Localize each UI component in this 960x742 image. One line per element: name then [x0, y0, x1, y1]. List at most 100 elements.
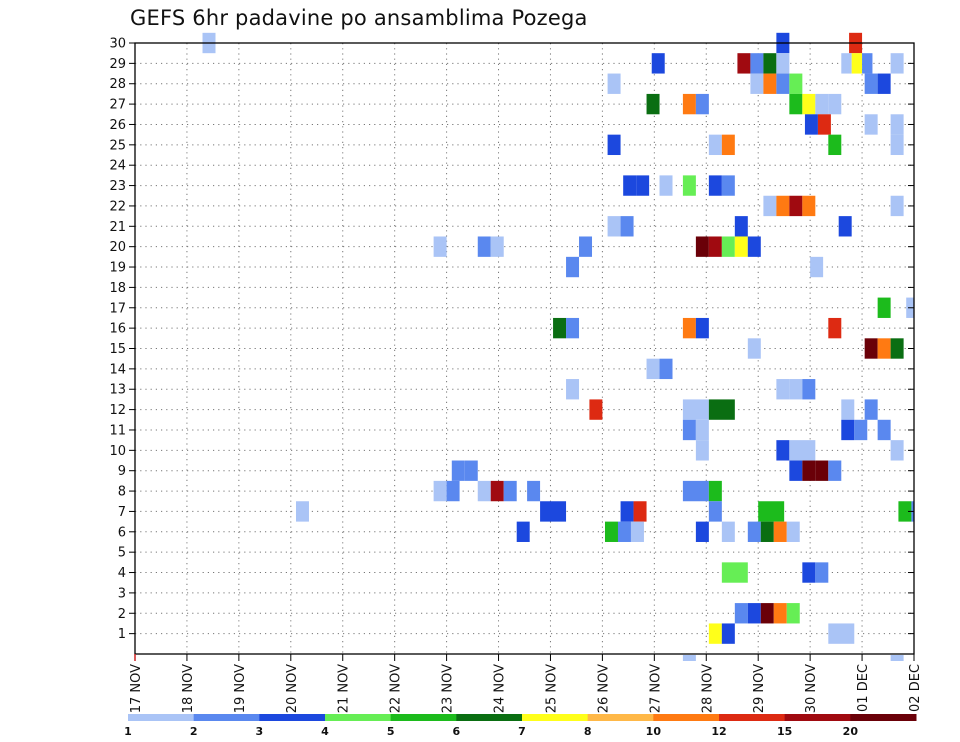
heatmap-cell [804, 114, 818, 135]
heatmap-cell [789, 379, 803, 400]
heatmap-cell [776, 379, 790, 400]
heatmap-cell [877, 419, 891, 441]
y-tick-label: 1 [118, 627, 126, 642]
legend-swatch [653, 714, 720, 721]
heatmap-cell [477, 236, 491, 257]
heatmap-cell [646, 358, 660, 380]
heatmap-cell [760, 603, 774, 624]
y-tick-label: 17 [109, 301, 126, 316]
legend-label: 8 [584, 725, 592, 738]
heatmap-cell [854, 419, 868, 441]
y-tick-label: 19 [109, 261, 126, 276]
legend-swatch [850, 714, 917, 721]
x-tick-label: 27 NOV [648, 664, 663, 713]
heatmap-cell [646, 93, 660, 115]
heatmap-cell [682, 480, 709, 502]
heatmap-cell [802, 379, 816, 400]
legend-label: 20 [843, 725, 859, 738]
heatmap-cell [776, 195, 790, 217]
heatmap-cell [763, 53, 777, 74]
legend-swatch [784, 714, 851, 721]
x-tick-label: 01 DEC [856, 664, 871, 712]
heatmap-cell [721, 623, 735, 644]
heatmap-cell [890, 440, 904, 461]
legend-swatch [719, 714, 786, 721]
legend-label: 15 [777, 725, 792, 738]
y-tick-label: 30 [109, 37, 126, 52]
heatmap-cell [758, 501, 785, 522]
heatmap-cell [540, 501, 567, 522]
heatmap-cell [490, 236, 504, 257]
y-tick-label: 4 [118, 566, 126, 581]
y-tick-label: 21 [109, 220, 126, 235]
heatmap-cell [446, 480, 460, 502]
heatmap-cell [802, 93, 816, 115]
x-tick-label: 25 NOV [544, 664, 559, 713]
heatmap-cell [527, 480, 541, 502]
y-tick-label: 20 [109, 240, 126, 255]
heatmap-cell [747, 603, 761, 624]
legend-label: 5 [387, 725, 395, 738]
heatmap-cell [760, 521, 774, 542]
x-tick-label: 18 NOV [181, 664, 196, 713]
heatmap-cell [815, 93, 829, 115]
heatmap-cell [659, 175, 673, 196]
heatmap-cell [776, 53, 790, 74]
x-axis: 17 NOV 18 NOV 19 NOV 20 NOV 21 NOV 22 NOV 23 N… [129, 654, 923, 713]
grid-lines [135, 43, 914, 654]
heatmap-cell [433, 480, 447, 502]
heatmap-cell [620, 501, 634, 522]
heatmap-cell [828, 460, 842, 481]
y-tick-label: 22 [109, 199, 126, 214]
heatmap-cell [750, 73, 764, 94]
x-tick-label: 02 DEC [908, 664, 923, 712]
heatmap-cell [864, 399, 878, 420]
x-tick-label: 20 NOV [285, 664, 300, 713]
x-tick-label: 26 NOV [596, 664, 611, 713]
heatmap-cell [695, 440, 709, 461]
heatmap-cell [851, 53, 863, 74]
edge-mark [890, 655, 904, 661]
heatmap-cell [810, 256, 824, 278]
y-tick-label: 12 [109, 403, 126, 418]
heatmap-cell [890, 114, 904, 135]
y-tick-label: 24 [109, 159, 126, 174]
heatmap-cell [623, 175, 637, 196]
heatmap-cell [898, 501, 912, 522]
heatmap-cell [682, 175, 696, 196]
heatmap-cell [789, 93, 803, 115]
y-tick-label: 14 [109, 362, 126, 377]
y-tick-label: 2 [118, 607, 126, 622]
legend-label: 1 [124, 725, 132, 738]
x-tick-label: 28 NOV [700, 664, 715, 713]
heatmap-cell [695, 419, 709, 441]
heatmap-cell [516, 521, 530, 542]
legend-label: 4 [321, 725, 329, 738]
heatmap-cell [503, 480, 517, 502]
heatmap-cell [708, 480, 722, 502]
heatmap-cell [695, 317, 709, 339]
heatmap-cell [607, 216, 621, 237]
heatmap-cell [890, 53, 904, 74]
legend-label: 3 [256, 725, 264, 738]
heatmap-cell [579, 236, 593, 257]
heatmap-cell [815, 562, 829, 583]
heatmap-cell [734, 236, 748, 257]
y-tick-label: 8 [118, 485, 126, 500]
heatmap-cell [708, 134, 722, 156]
heatmap-cell [789, 195, 803, 217]
edge-mark [682, 655, 696, 661]
heatmap-cell [682, 419, 696, 441]
heatmap-cell [828, 623, 855, 644]
legend-label: 12 [711, 725, 726, 738]
heatmap-cell [721, 236, 735, 257]
heatmap-cell [828, 134, 842, 156]
heatmap-cell [802, 562, 816, 583]
heatmap-cell [695, 521, 709, 542]
y-tick-label: 10 [109, 444, 126, 459]
heatmap-cell [721, 562, 748, 583]
heatmap-cell [553, 317, 567, 339]
heatmap-cell [817, 114, 831, 135]
heatmap-cell [477, 480, 491, 502]
